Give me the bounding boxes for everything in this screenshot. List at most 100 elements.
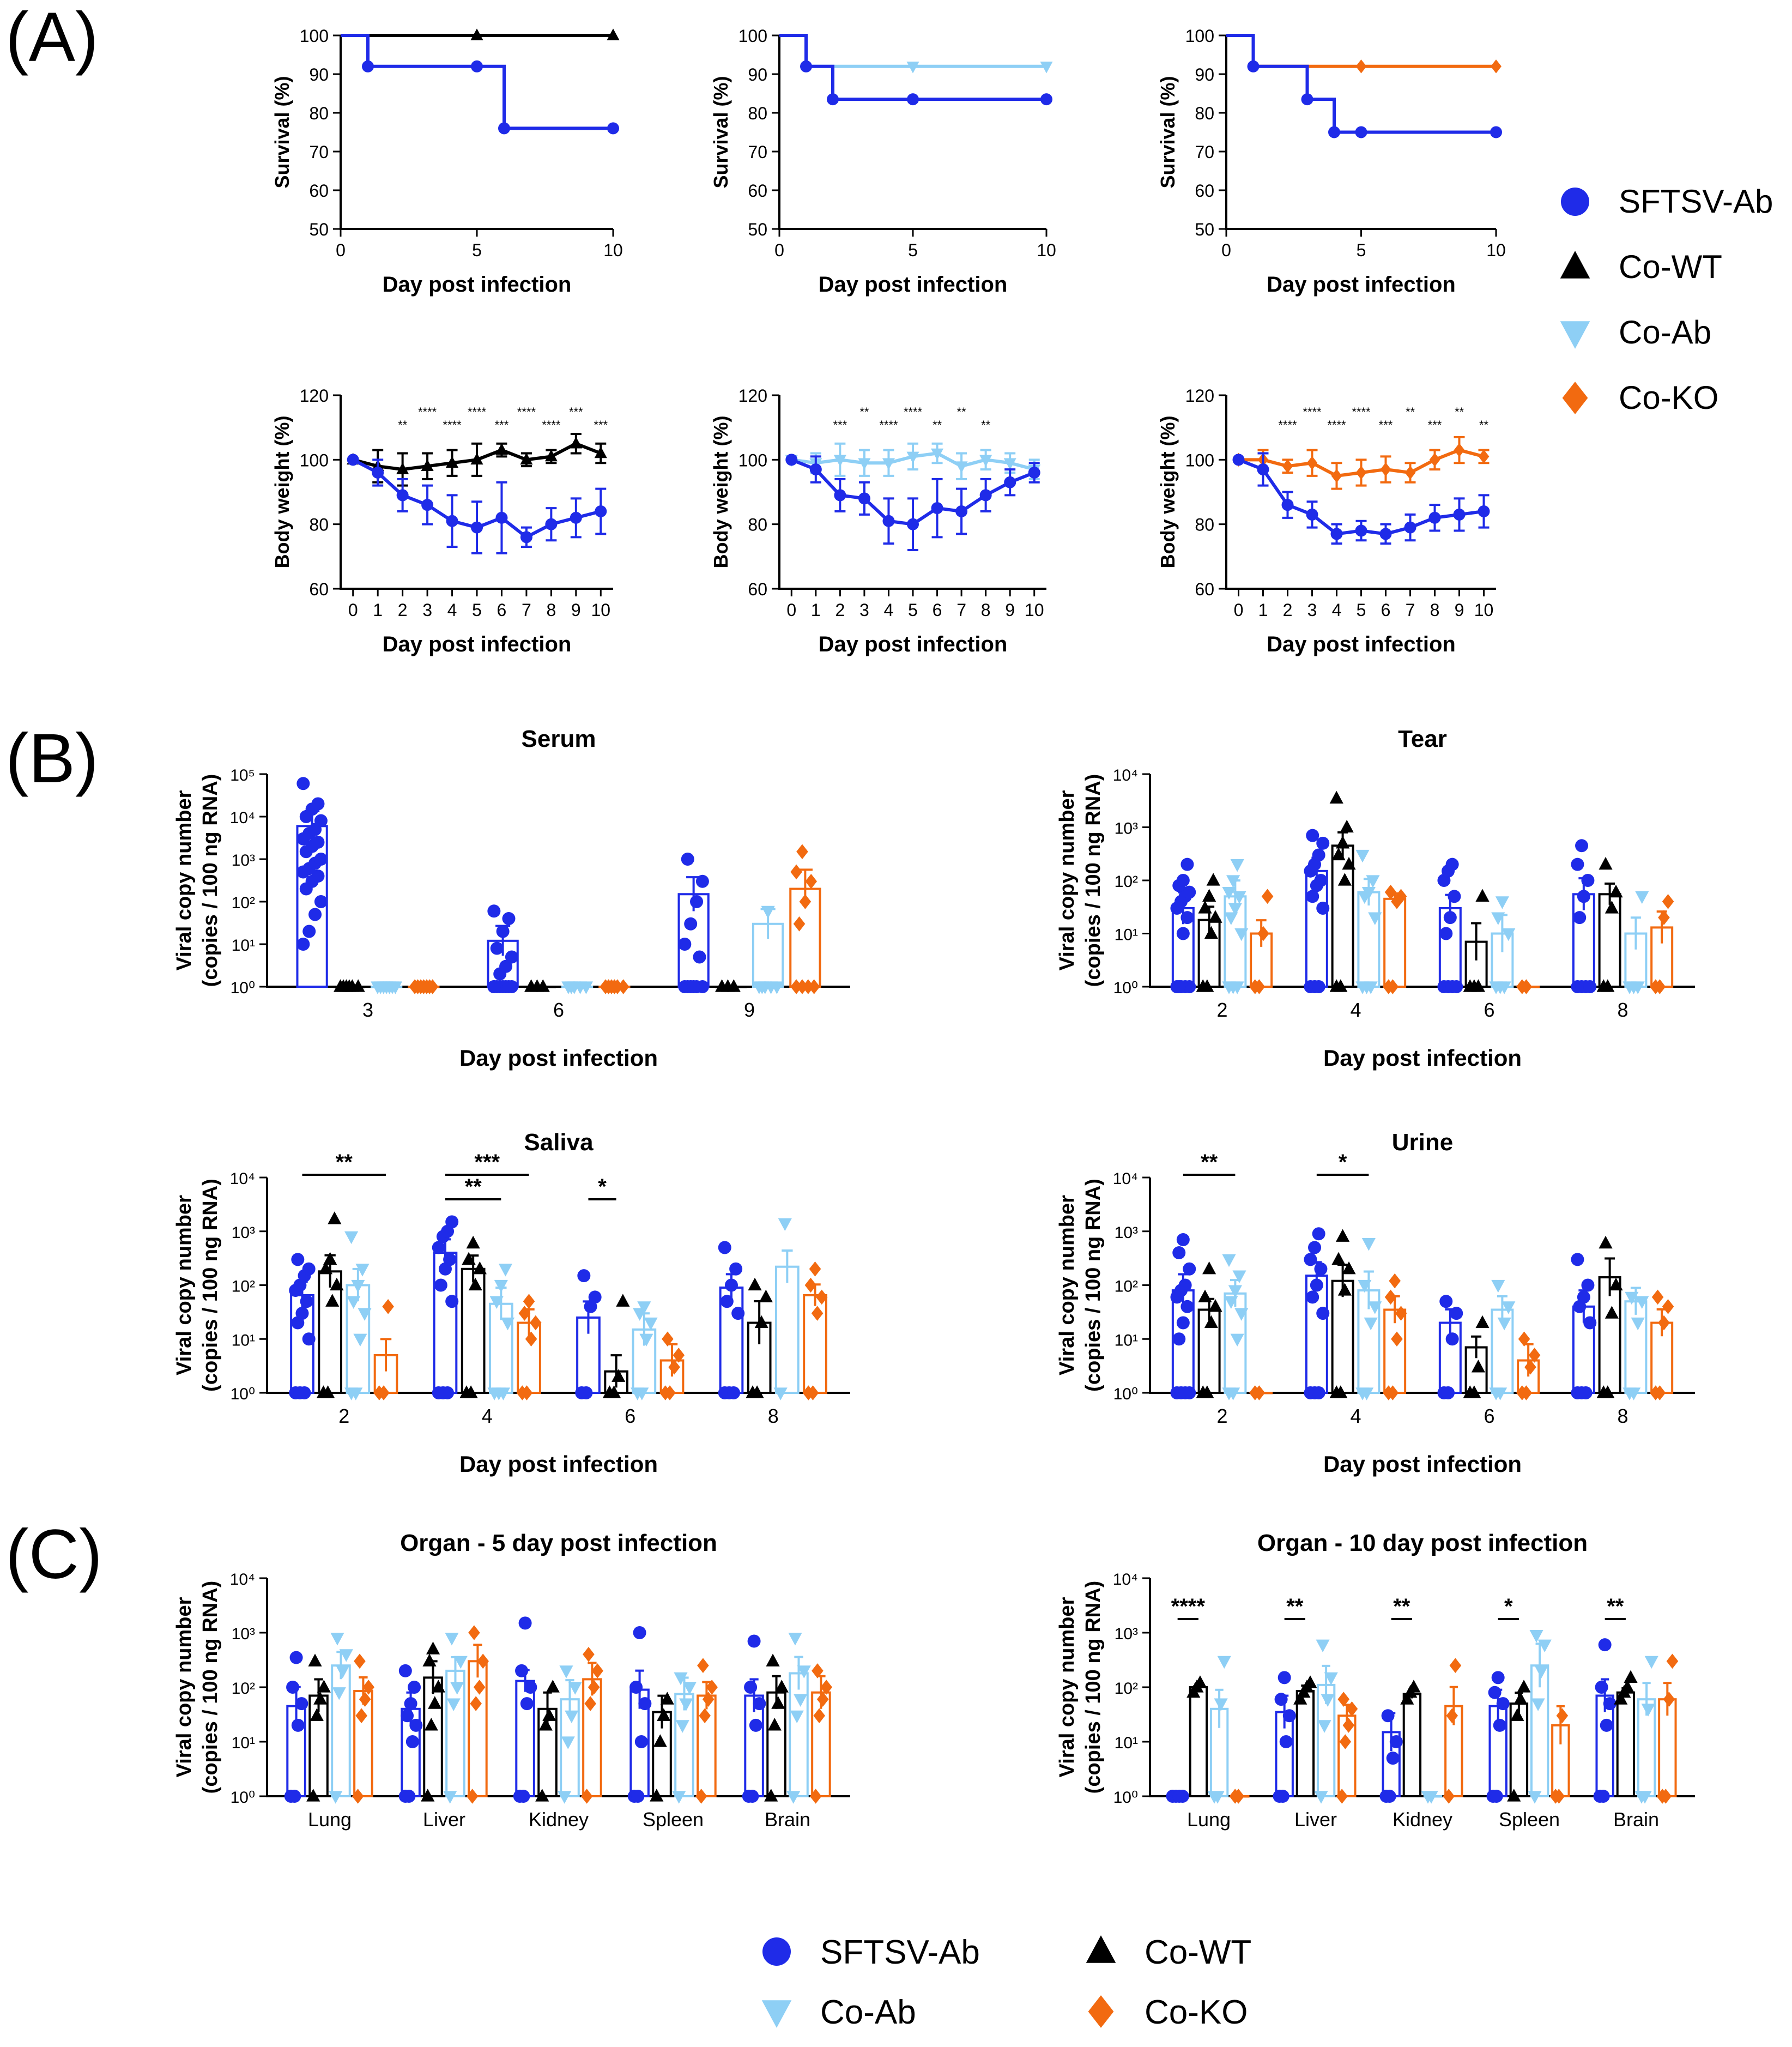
- axes: [340, 395, 613, 590]
- data-point-co-ab: [955, 461, 968, 473]
- significance-label: ****: [1352, 405, 1371, 419]
- urine-viral-chart: 10⁰ 10¹ 10² 10³ 10⁴ Urine Viral copy number (co…: [1056, 1129, 1695, 1477]
- data-point-co-ab: [445, 1633, 459, 1646]
- data-point-co-wt: [468, 1277, 482, 1291]
- data-point-co-ab: [1358, 1279, 1372, 1293]
- data-point-sftsv-ab: [1450, 980, 1463, 993]
- data-point-co-wt: [660, 1692, 674, 1705]
- legend-bottom: SFTSV-Ab Co-WT Co-Ab Co-KO: [761, 1934, 1251, 2031]
- y-axis-label: Viral copy number: [1056, 790, 1079, 970]
- data-point-sftsv-ab: [1232, 454, 1245, 466]
- y-tick-label: 60: [309, 579, 329, 599]
- x-tick-label: 6: [933, 600, 942, 620]
- data-point-sftsv-ab: [1306, 508, 1318, 521]
- data-point-sftsv-ab: [1279, 1735, 1293, 1748]
- data-point-sftsv-ab: [633, 1626, 646, 1639]
- data-point-sftsv-ab: [931, 502, 943, 515]
- x-tick-label: 4: [482, 1405, 493, 1427]
- data-point-co-ab: [1314, 1791, 1328, 1804]
- data-point-co-wt: [325, 1294, 340, 1307]
- data-point-co-ab: [349, 1387, 363, 1400]
- data-point-co-ab: [358, 1308, 372, 1321]
- significance-label: ****: [517, 405, 536, 419]
- data-point-sftsv-ab: [588, 1290, 602, 1304]
- data-point-co-ab: [1626, 1387, 1641, 1400]
- data-point-co-ab: [755, 981, 769, 994]
- data-point-sftsv-ab: [834, 489, 846, 502]
- data-point-sftsv-ab: [1439, 927, 1453, 940]
- data-point-co-ab: [1226, 875, 1240, 888]
- data-point-sftsv-ab: [684, 917, 698, 931]
- data-point-co-wt: [536, 979, 550, 992]
- data-point-co-ab: [1324, 1672, 1338, 1686]
- data-point-co-ko: [816, 1692, 829, 1707]
- data-point-sftsv-ab: [443, 1253, 457, 1266]
- data-point-co-ab: [1228, 903, 1242, 916]
- data-point-sftsv-ab: [408, 1681, 421, 1694]
- data-point-sftsv-ab: [1490, 126, 1502, 138]
- bar-co-wt: [1295, 1690, 1315, 1797]
- significance-label: ****: [443, 418, 462, 432]
- data-point-co-ko: [523, 1294, 535, 1309]
- data-point-co-ab: [453, 1656, 468, 1669]
- data-point-sftsv-ab: [372, 467, 384, 479]
- data-point-sftsv-ab: [629, 1681, 643, 1694]
- data-point-co-ab: [1502, 1301, 1516, 1314]
- x-tick-label: 8: [546, 600, 556, 620]
- y-tick-label: 50: [309, 220, 329, 239]
- data-point-co-ab: [906, 62, 919, 74]
- data-point-sftsv-ab: [1310, 1278, 1323, 1292]
- y-tick-label: 10⁰: [1113, 1789, 1138, 1807]
- data-point-co-ab: [500, 1317, 515, 1331]
- data-point-co-ko: [477, 1653, 489, 1669]
- data-point-co-wt: [771, 1696, 785, 1709]
- legend-bottom-marker-co-wt: [1086, 1935, 1116, 1963]
- data-point-co-ab: [906, 451, 919, 464]
- data-point-sftsv-ab: [1603, 1697, 1617, 1711]
- data-point-sftsv-ab: [1443, 911, 1457, 925]
- y-tick-label: 10⁴: [230, 1170, 255, 1188]
- data-point-sftsv-ab: [1571, 858, 1584, 871]
- legend-a-label: Co-Ab: [1619, 314, 1711, 351]
- y-tick-label: 10⁴: [1113, 1170, 1138, 1188]
- data-point-co-ab: [351, 1279, 365, 1293]
- x-tick-label: 4: [884, 600, 894, 620]
- data-point-co-wt: [1620, 1680, 1634, 1693]
- data-point-sftsv-ab: [693, 950, 706, 964]
- data-point-sftsv-ab: [727, 1386, 741, 1399]
- data-point-co-ab: [564, 981, 578, 994]
- data-point-sftsv-ab: [1247, 60, 1260, 73]
- data-point-co-ko: [1261, 889, 1274, 904]
- significance-label: **: [398, 418, 408, 432]
- data-point-sftsv-ab: [432, 1241, 445, 1254]
- data-point-co-ab: [639, 1333, 653, 1347]
- data-point-co-ko: [1454, 443, 1465, 457]
- data-point-sftsv-ab: [882, 515, 895, 527]
- data-point-co-wt: [1599, 856, 1613, 870]
- data-point-sftsv-ab: [638, 1697, 652, 1711]
- data-point-co-ko: [525, 1331, 537, 1347]
- data-point-sftsv-ab: [1450, 1307, 1463, 1320]
- y-tick-label: 100: [300, 26, 329, 46]
- chart-title: Saliva: [524, 1129, 594, 1156]
- data-point-co-ko: [1336, 1789, 1348, 1804]
- data-point-co-ko: [1282, 459, 1293, 473]
- data-point-co-wt: [1407, 1680, 1421, 1693]
- data-point-co-ko: [1391, 1331, 1403, 1347]
- data-point-co-wt: [538, 1718, 553, 1731]
- data-point-sftsv-ab: [634, 1735, 648, 1748]
- data-point-co-ko: [1232, 1789, 1245, 1804]
- data-point-co-wt: [396, 462, 409, 474]
- data-point-sftsv-ab: [1274, 1693, 1288, 1706]
- legend-marker-co-ab: [1560, 321, 1590, 349]
- y-tick-label: 10⁴: [230, 809, 255, 827]
- data-point-co-ko: [706, 1680, 718, 1695]
- body-weight-chart-co-ko: 60 80 100 120 0 1 2 3 4 5 6 7 8 9 10 Day post infection…: [1157, 386, 1496, 656]
- series-line-sftsv-ab: [1226, 34, 1496, 134]
- y-tick-label: 10³: [1115, 820, 1138, 838]
- data-point-sftsv-ab: [495, 511, 508, 524]
- data-point-co-wt: [542, 1708, 556, 1721]
- data-point-co-ab: [1003, 458, 1016, 470]
- bar-co-ab: [331, 1664, 351, 1798]
- y-tick-label: 10⁰: [231, 979, 255, 997]
